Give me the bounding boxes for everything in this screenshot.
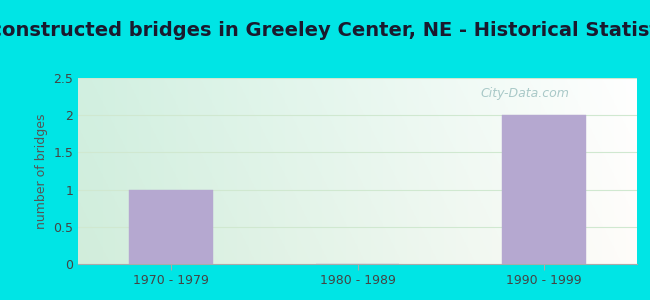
Y-axis label: number of bridges: number of bridges <box>34 113 47 229</box>
Text: Reconstructed bridges in Greeley Center, NE - Historical Statistics: Reconstructed bridges in Greeley Center,… <box>0 21 650 40</box>
Bar <box>129 190 213 264</box>
Text: City-Data.com: City-Data.com <box>480 87 569 100</box>
Bar <box>502 115 586 264</box>
